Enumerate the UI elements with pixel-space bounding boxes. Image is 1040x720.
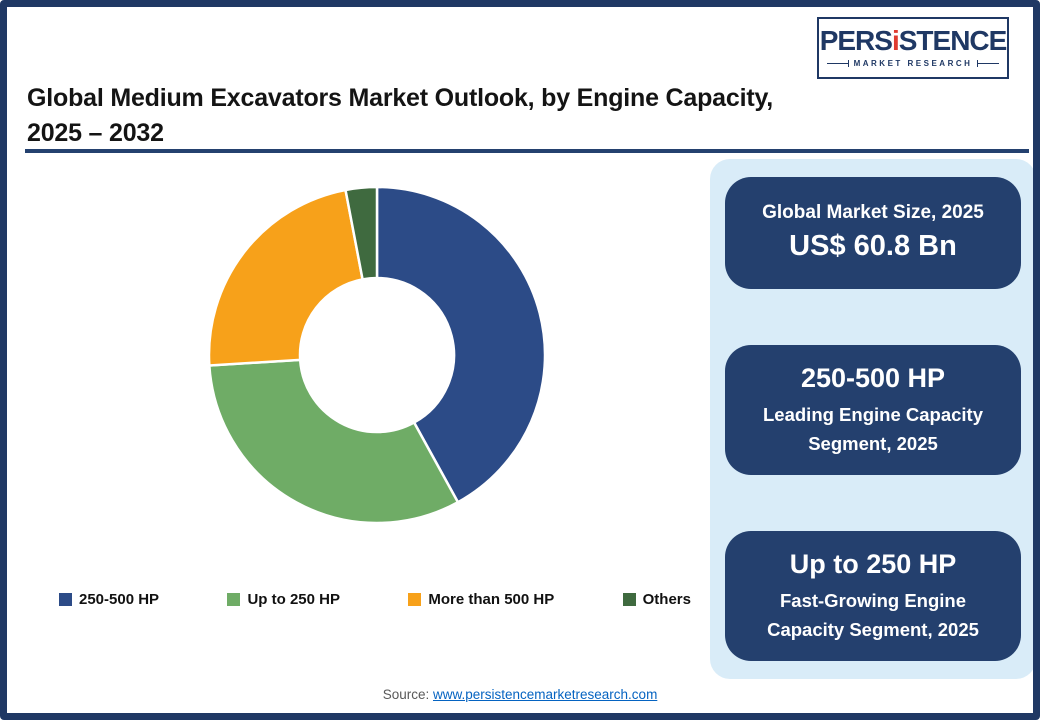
source-link[interactable]: www.persistencemarketresearch.com [432, 687, 658, 702]
fast-growing-segment-card: Up to 250 HP Fast-Growing Engine Capacit… [725, 531, 1021, 661]
page-title-line1: Global Medium Excavators Market Outlook,… [27, 84, 774, 112]
chart-legend: 250-500 HP Up to 250 HP More than 500 HP… [59, 591, 691, 608]
donut-slice-3 [207, 188, 364, 367]
legend-label: More than 500 HP [428, 591, 555, 608]
donut-slice-4 [344, 185, 379, 281]
logo-red-i: i [891, 24, 900, 56]
title-divider-rule [25, 149, 1029, 153]
logo-tagline-row: MARKET RESEARCH [827, 59, 999, 68]
legend-label: 250-500 HP [79, 591, 160, 608]
page-title: Global Medium Excavators Market Outlook,… [27, 81, 773, 151]
market-size-heading: Global Market Size, 2025 [762, 202, 984, 224]
legend-item-up-to-250-hp: Up to 250 HP [227, 591, 340, 608]
donut-slice-1 [375, 185, 547, 504]
fast-growing-segment-subtext: Fast-Growing Engine Capacity Segment, 20… [767, 590, 979, 641]
logo-tagline: MARKET RESEARCH [853, 58, 973, 68]
donut-chart [207, 185, 547, 525]
info-panel: Global Market Size, 2025 US$ 60.8 Bn 250… [710, 159, 1033, 679]
leading-segment-card: 250-500 HP Leading Engine Capacity Segme… [725, 345, 1021, 475]
source-note: Source: www.persistencemarketresearch.co… [7, 687, 1033, 702]
legend-item-more-than-500-hp: More than 500 HP [408, 591, 554, 608]
legend-swatch-others [622, 593, 636, 606]
legend-label: Up to 250 HP [247, 591, 340, 608]
fast-growing-segment-heading: Up to 250 HP [789, 548, 957, 579]
logo-left-rule [827, 59, 849, 67]
legend-item-250-500-hp: 250-500 HP [59, 591, 159, 608]
donut-slice-2 [208, 358, 460, 525]
market-size-value: US$ 60.8 Bn [789, 229, 957, 262]
logo-brand-text: PERSiSTENCE [819, 24, 1008, 56]
leading-segment-subtext: Leading Engine Capacity Segment, 2025 [763, 404, 983, 455]
legend-swatch-250-500-hp [59, 593, 72, 606]
persistence-logo: PERSiSTENCE MARKET RESEARCH [817, 17, 1009, 79]
legend-label: Others [642, 591, 691, 608]
market-size-card: Global Market Size, 2025 US$ 60.8 Bn [725, 177, 1021, 289]
leading-segment-heading: 250-500 HP [800, 362, 946, 393]
legend-swatch-more-than-500-hp [408, 593, 422, 606]
legend-item-others: Others [622, 591, 691, 608]
logo-right-rule [977, 59, 999, 67]
source-label: Source: [382, 687, 430, 702]
page-title-line2: 2025 – 2032 [27, 119, 164, 147]
legend-swatch-up-to-250-hp [227, 593, 241, 606]
